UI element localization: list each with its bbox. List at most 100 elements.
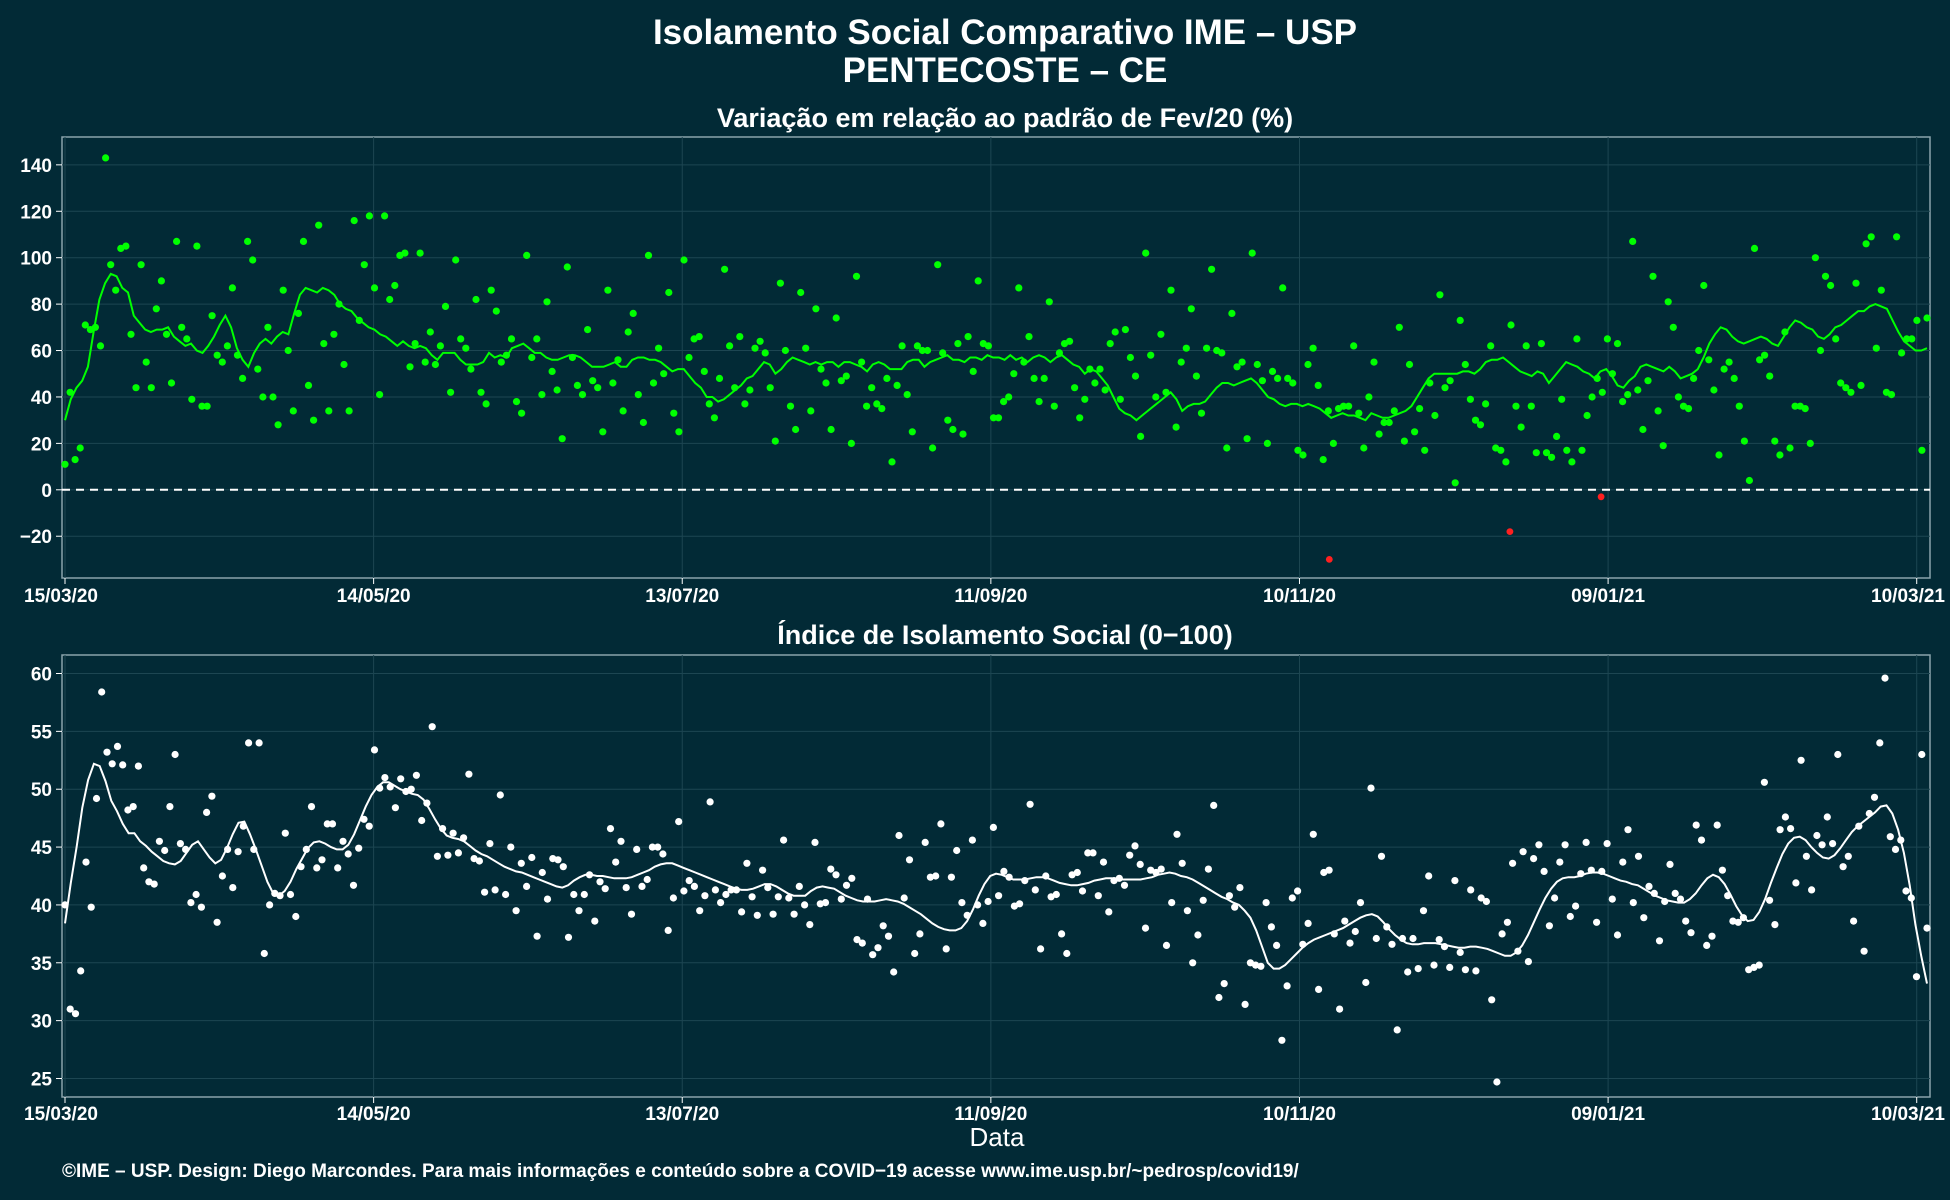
data-point bbox=[1173, 830, 1181, 838]
data-point bbox=[1142, 249, 1150, 257]
y-tick-label: 60 bbox=[31, 665, 52, 686]
data-point bbox=[1199, 896, 1207, 904]
data-point bbox=[1797, 756, 1805, 764]
data-point bbox=[1351, 927, 1359, 936]
data-point bbox=[289, 407, 297, 415]
data-point bbox=[454, 849, 462, 857]
data-point bbox=[1360, 444, 1368, 452]
data-point bbox=[512, 907, 520, 915]
data-point bbox=[103, 748, 111, 756]
data-point bbox=[1400, 437, 1408, 445]
data-point bbox=[1121, 326, 1129, 334]
chart-title: Isolamento Social Comparativo IME – USP bbox=[653, 13, 1357, 52]
data-point bbox=[634, 391, 642, 399]
data-point bbox=[675, 818, 683, 826]
data-point bbox=[664, 926, 672, 935]
data-point bbox=[1902, 887, 1910, 895]
data-point bbox=[411, 340, 419, 348]
data-point bbox=[1356, 899, 1365, 907]
y-tick-label: −20 bbox=[20, 527, 52, 548]
data-point bbox=[1304, 919, 1312, 928]
data-point bbox=[622, 884, 630, 892]
data-point bbox=[660, 370, 668, 378]
data-point bbox=[1634, 852, 1643, 860]
data-point bbox=[391, 804, 399, 812]
data-point bbox=[639, 418, 648, 427]
data-point bbox=[553, 386, 561, 394]
data-point bbox=[1446, 377, 1454, 385]
data-point bbox=[580, 890, 588, 899]
data-point bbox=[1000, 867, 1008, 876]
data-point bbox=[774, 893, 782, 901]
data-point bbox=[1177, 358, 1185, 366]
data-point bbox=[1645, 882, 1653, 891]
data-point bbox=[627, 910, 636, 918]
data-point bbox=[249, 256, 257, 264]
y-tick-label: 30 bbox=[31, 1012, 52, 1033]
data-point bbox=[1416, 405, 1424, 413]
data-point bbox=[722, 890, 730, 899]
data-point bbox=[1050, 402, 1058, 410]
data-point bbox=[1120, 881, 1129, 889]
data-point bbox=[900, 894, 908, 902]
data-point bbox=[1167, 286, 1175, 294]
data-point bbox=[1073, 868, 1081, 877]
data-point bbox=[334, 864, 342, 872]
data-point bbox=[1016, 900, 1024, 908]
data-point bbox=[1243, 435, 1251, 443]
data-point bbox=[1718, 866, 1726, 874]
data-point bbox=[1035, 398, 1043, 406]
data-point bbox=[1664, 298, 1672, 306]
data-point bbox=[1839, 863, 1847, 871]
data-point bbox=[1640, 914, 1648, 922]
data-point bbox=[827, 865, 835, 873]
x-tick-label: 13/07/20 bbox=[645, 1104, 719, 1125]
data-point bbox=[954, 340, 962, 348]
data-point bbox=[1441, 384, 1449, 392]
data-point bbox=[863, 402, 871, 410]
data-point bbox=[1811, 254, 1819, 262]
data-point bbox=[1781, 813, 1789, 821]
data-point bbox=[736, 333, 744, 341]
data-point bbox=[1136, 860, 1144, 869]
data-point bbox=[310, 416, 318, 424]
variation-panel: Variação em relação ao padrão de Fev/20 … bbox=[20, 103, 1946, 607]
data-point bbox=[523, 251, 531, 259]
data-point bbox=[746, 386, 754, 394]
data-point bbox=[108, 760, 116, 768]
data-point bbox=[355, 844, 363, 852]
data-point bbox=[1548, 453, 1556, 461]
data-point bbox=[599, 428, 607, 436]
data-point bbox=[802, 344, 810, 352]
data-point bbox=[1850, 917, 1858, 925]
data-point bbox=[1700, 281, 1708, 290]
data-point bbox=[1540, 867, 1548, 876]
data-point bbox=[71, 456, 79, 464]
data-point bbox=[1172, 423, 1180, 431]
data-point bbox=[1324, 407, 1332, 415]
data-point bbox=[538, 391, 546, 399]
data-point bbox=[1299, 451, 1307, 459]
data-point bbox=[1482, 897, 1490, 906]
data-point bbox=[753, 911, 761, 919]
data-point bbox=[1030, 374, 1038, 382]
data-point bbox=[1786, 444, 1794, 452]
data-point bbox=[71, 1010, 80, 1018]
data-point bbox=[1385, 418, 1393, 427]
data-point bbox=[486, 840, 494, 848]
y-tick-label: 120 bbox=[20, 202, 52, 223]
data-point bbox=[659, 850, 667, 858]
y-tick-label: 50 bbox=[31, 780, 52, 801]
data-point bbox=[370, 746, 379, 754]
data-point bbox=[259, 393, 267, 401]
data-point bbox=[633, 845, 641, 854]
data-point bbox=[1690, 374, 1698, 382]
data-point bbox=[1279, 284, 1287, 292]
data-point bbox=[874, 944, 882, 952]
data-point bbox=[675, 428, 683, 436]
data-point bbox=[1472, 967, 1480, 975]
data-point bbox=[407, 785, 415, 793]
data-point bbox=[648, 843, 657, 851]
data-point bbox=[1010, 370, 1018, 378]
data-point bbox=[213, 351, 221, 359]
